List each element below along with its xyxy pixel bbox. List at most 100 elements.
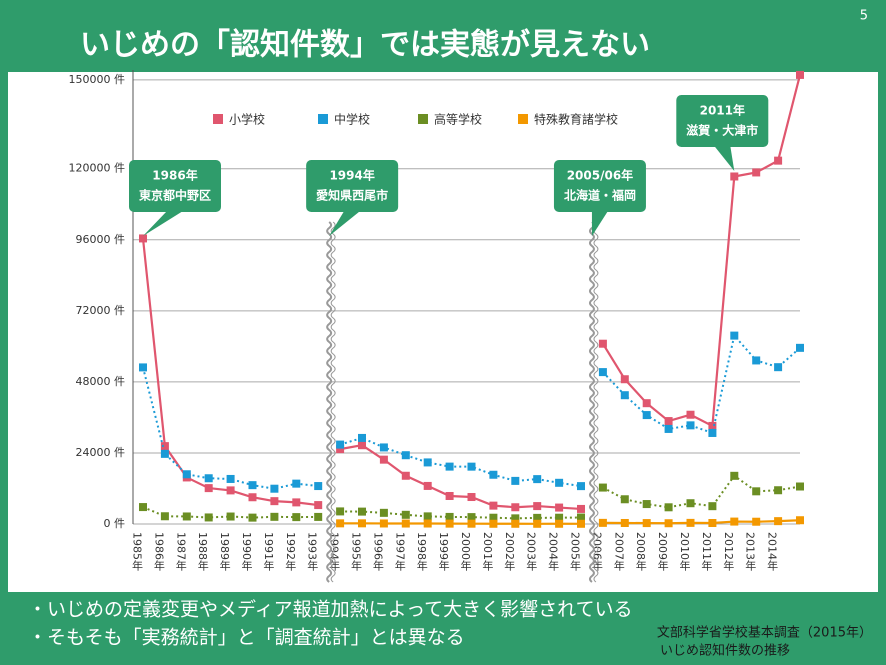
- series-line: [602, 333, 801, 435]
- point: [533, 475, 542, 484]
- point: [401, 519, 410, 528]
- series-line: [339, 436, 582, 488]
- point: [686, 421, 695, 430]
- point: [489, 470, 498, 479]
- point: [226, 474, 235, 483]
- point: [336, 519, 345, 528]
- series-line: [602, 519, 801, 525]
- x-tick-label: 2013年: [744, 532, 757, 571]
- point: [664, 417, 673, 426]
- point: [270, 484, 279, 493]
- point: [774, 517, 783, 526]
- point: [796, 70, 804, 79]
- point: [642, 399, 651, 408]
- point: [467, 513, 476, 522]
- point: [577, 504, 585, 513]
- axis-break: [326, 221, 333, 583]
- bullet: ・いじめの定義変更やメディア報道加熱によって大きく影響されている: [28, 599, 633, 621]
- point: [555, 519, 564, 528]
- source: いじめ認知件数の推移: [660, 643, 790, 659]
- x-tick-label: 1996年: [371, 532, 384, 571]
- point: [598, 339, 607, 348]
- x-tick-label: 2008年: [634, 532, 647, 571]
- point: [204, 474, 213, 483]
- source: 文部科学省学校基本調査（2015年）: [657, 625, 872, 641]
- x-tick-label: 2004年: [547, 532, 560, 571]
- point: [642, 519, 651, 528]
- point: [379, 508, 388, 517]
- point: [160, 449, 169, 458]
- point: [336, 440, 345, 449]
- x-tick-label: 2002年: [503, 532, 516, 571]
- callout-box: [676, 95, 769, 147]
- series-line: [601, 74, 802, 428]
- point: [577, 482, 585, 491]
- point: [292, 498, 301, 507]
- point: [292, 479, 301, 488]
- point: [533, 519, 542, 528]
- x-tick-label: 1997年: [393, 532, 406, 571]
- legend-swatch: [518, 114, 528, 124]
- point: [467, 519, 476, 528]
- slide-title: いじめの「認知件数」では実態が見えない: [80, 28, 650, 63]
- legend-label: 特殊教育諸学校: [534, 112, 618, 127]
- legend-label: 小学校: [229, 112, 265, 127]
- point: [292, 513, 301, 522]
- y-tick-label: 120000 件: [69, 162, 126, 175]
- y-tick-label: 48000 件: [76, 375, 126, 388]
- point: [226, 512, 235, 521]
- x-tick-label: 1992年: [284, 532, 297, 571]
- point: [182, 512, 191, 521]
- x-tick-label: 1986年: [152, 532, 165, 571]
- point: [423, 512, 432, 521]
- x-tick-label: 1991年: [262, 532, 275, 571]
- point: [730, 172, 739, 181]
- x-tick-label: 1987年: [174, 532, 187, 571]
- point: [270, 497, 279, 506]
- chart-area: [8, 72, 878, 592]
- x-tick-label: 1985年: [131, 532, 144, 571]
- callout-pointer: [714, 146, 735, 171]
- x-tick-label: 2007年: [612, 532, 625, 571]
- point: [423, 481, 432, 490]
- callout-pointer: [329, 211, 361, 236]
- point: [401, 451, 410, 460]
- point: [270, 512, 279, 521]
- axis-break: [593, 221, 599, 583]
- x-tick-label: 2010年: [678, 532, 691, 571]
- point: [248, 481, 257, 490]
- point: [577, 519, 585, 528]
- point: [314, 501, 323, 510]
- point: [686, 518, 695, 527]
- point: [664, 519, 673, 528]
- point: [511, 519, 520, 528]
- point: [664, 503, 673, 512]
- point: [796, 343, 804, 352]
- point: [445, 491, 454, 500]
- x-tick-label: 1998年: [415, 532, 428, 571]
- point: [358, 519, 366, 528]
- point: [204, 484, 213, 493]
- point: [555, 513, 564, 522]
- x-tick-label: 1999年: [437, 532, 450, 571]
- legend-label: 中学校: [334, 112, 370, 127]
- point: [774, 486, 783, 495]
- point: [686, 410, 695, 419]
- point: [686, 499, 695, 508]
- callout-pointer: [591, 211, 608, 236]
- point: [620, 495, 629, 504]
- point: [598, 518, 607, 527]
- point: [774, 363, 783, 372]
- x-tick-label: 2011年: [700, 532, 713, 571]
- point: [555, 503, 564, 512]
- callout-pointer: [143, 211, 183, 236]
- legend-swatch: [318, 114, 328, 124]
- point: [620, 391, 629, 400]
- callout-text: 愛知県西尾市: [316, 188, 388, 203]
- point: [620, 518, 629, 527]
